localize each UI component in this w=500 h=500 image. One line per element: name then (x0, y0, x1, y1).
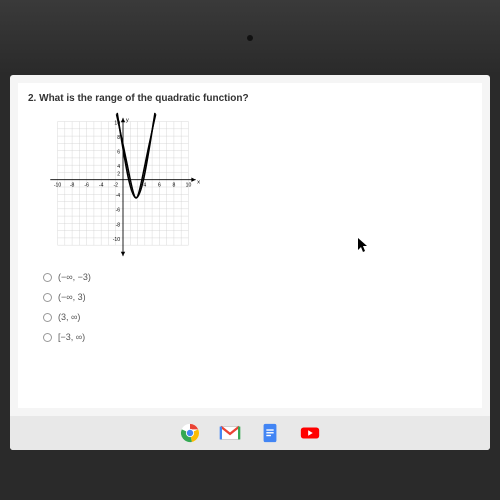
graph-svg: -10-8 -6-4 -24 68 10 108 64 2 -4 -6-8 -1… (43, 112, 203, 262)
svg-text:y: y (126, 118, 129, 124)
chrome-icon[interactable] (179, 422, 201, 444)
option-label: (−∞, −3) (58, 272, 91, 282)
gmail-icon[interactable] (219, 422, 241, 444)
option-label: (3, ∞) (58, 312, 80, 322)
docs-icon[interactable] (259, 422, 281, 444)
option-d[interactable]: [−3, ∞) (43, 332, 472, 342)
radio-icon[interactable] (43, 313, 52, 322)
svg-text:2: 2 (117, 171, 120, 177)
svg-text:-10: -10 (113, 237, 121, 243)
camera-dot (247, 35, 253, 41)
radio-icon[interactable] (43, 333, 52, 342)
radio-icon[interactable] (43, 273, 52, 282)
option-a[interactable]: (−∞, −3) (43, 272, 472, 282)
option-b[interactable]: (−∞, 3) (43, 292, 472, 302)
question-prompt: What is the range of the quadratic funct… (39, 93, 248, 104)
svg-text:6: 6 (158, 182, 161, 188)
svg-text:-8: -8 (116, 222, 121, 228)
svg-text:6: 6 (117, 150, 120, 156)
svg-text:-6: -6 (116, 208, 121, 214)
svg-text:8: 8 (172, 182, 175, 188)
answer-options: (−∞, −3) (−∞, 3) (3, ∞) [−3, ∞) (43, 272, 472, 342)
option-label: (−∞, 3) (58, 292, 86, 302)
svg-text:-2: -2 (113, 182, 118, 188)
screen: 2. What is the range of the quadratic fu… (10, 75, 490, 450)
svg-text:-10: -10 (54, 182, 62, 188)
option-label: [−3, ∞) (58, 332, 85, 342)
question-number: 2. (28, 93, 36, 104)
svg-text:-8: -8 (70, 182, 75, 188)
svg-text:x: x (197, 179, 200, 185)
svg-text:-4: -4 (99, 182, 104, 188)
radio-icon[interactable] (43, 293, 52, 302)
option-c[interactable]: (3, ∞) (43, 312, 472, 322)
graph: -10-8 -6-4 -24 68 10 108 64 2 -4 -6-8 -1… (43, 112, 203, 262)
svg-text:-6: -6 (84, 182, 89, 188)
youtube-icon[interactable] (299, 422, 321, 444)
svg-text:10: 10 (186, 182, 192, 188)
svg-text:8: 8 (117, 135, 120, 141)
svg-text:4: 4 (143, 182, 146, 188)
mouse-cursor (358, 238, 370, 254)
laptop-bezel (0, 0, 500, 75)
quiz-content: 2. What is the range of the quadratic fu… (18, 83, 482, 408)
svg-text:4: 4 (117, 164, 120, 170)
svg-text:-4: -4 (116, 193, 121, 199)
taskbar (10, 416, 490, 450)
question-text: 2. What is the range of the quadratic fu… (28, 93, 472, 104)
